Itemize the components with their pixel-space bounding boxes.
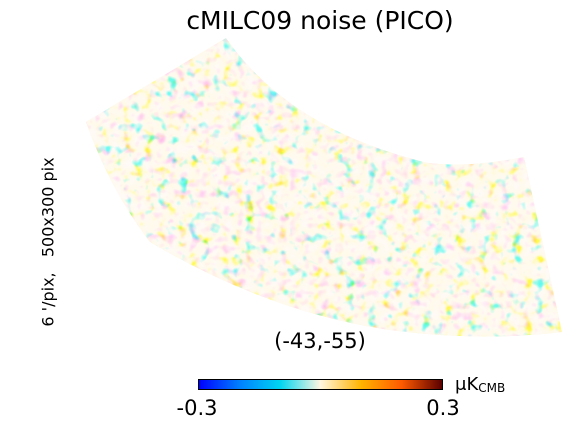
colorbar-unit-subscript: CMB (478, 381, 506, 395)
colorbar-min-label: -0.3 (176, 396, 218, 420)
colorbar-unit-prefix: μK (455, 374, 479, 395)
center-coordinates: (-43,-55) (274, 329, 366, 353)
map-sky-patch (86, 38, 562, 337)
colorbar-unit: μKCMB (455, 374, 505, 395)
colorbar-max-label: 0.3 (426, 396, 460, 420)
figure-title: cMILC09 noise (PICO) (186, 6, 454, 35)
colorbar (198, 379, 443, 390)
